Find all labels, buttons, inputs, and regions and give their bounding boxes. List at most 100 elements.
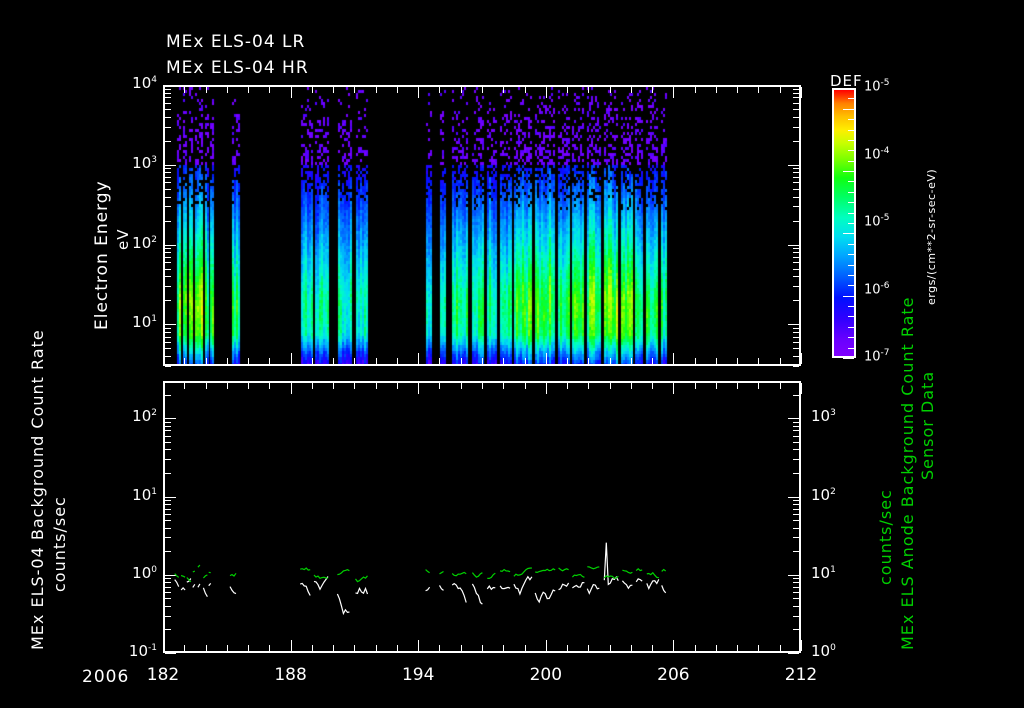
colorbar-tick xyxy=(848,243,854,245)
spectrogram-ytick-right xyxy=(793,126,799,128)
xtick-bottom xyxy=(524,645,526,651)
colorbar-tick xyxy=(848,254,854,256)
xtick-top xyxy=(503,87,505,93)
count-rate-ytick-label-right: 103 xyxy=(811,407,836,426)
xtick-bottom xyxy=(588,358,590,364)
colorbar-tick-label: 10-6 xyxy=(864,280,890,297)
xtick-bottom xyxy=(418,353,420,364)
xtick-bottom xyxy=(737,645,739,651)
colorbar-tick-label: 10-7 xyxy=(864,348,890,365)
plot-title-hr: MEx ELS-04 HR xyxy=(166,58,309,78)
spectrogram-ytick-right xyxy=(793,300,799,302)
colorbar-tick xyxy=(848,347,854,349)
xtick-top xyxy=(375,87,377,93)
spectrogram-ytick-left xyxy=(165,126,171,128)
count-rate-ytick-right xyxy=(793,520,799,522)
count-rate-ytick-right xyxy=(793,441,799,443)
colorbar-units: ergs/(cm**2-sr-sec-eV) xyxy=(925,168,938,305)
xtick-bottom xyxy=(503,645,505,651)
count-rate-ytick-left xyxy=(165,459,171,461)
count-rate-ytick-label-left: 101 xyxy=(132,485,157,504)
xtick-top xyxy=(545,87,547,98)
xtick-bottom xyxy=(694,358,696,364)
count-rate-ytick-left xyxy=(165,473,171,474)
count-rate-ytick-right xyxy=(793,537,799,539)
spectrogram-ytick-label: 101 xyxy=(132,313,157,332)
xtick-top xyxy=(801,383,802,394)
count-rate-yunits-left: counts/sec xyxy=(50,496,69,592)
xtick-bottom xyxy=(715,358,717,364)
spectrogram-ytick-right xyxy=(793,116,799,118)
xtick-bottom xyxy=(290,353,292,364)
xtick-top xyxy=(673,87,675,98)
spectrogram-ytick-right xyxy=(788,324,799,326)
count-rate-ytick-left xyxy=(165,425,171,427)
count-rate-ytick-label-left: 102 xyxy=(132,407,157,426)
xtick-top xyxy=(524,383,526,389)
count-rate-ytick-right xyxy=(788,653,799,654)
xtick-top xyxy=(482,383,483,389)
spectrogram-ytick-left xyxy=(165,336,171,338)
xtick-top xyxy=(396,87,398,93)
xtick-top xyxy=(737,383,739,389)
xtick-top xyxy=(545,383,547,394)
spectrogram-data-area xyxy=(165,87,799,364)
xtick-top xyxy=(375,383,377,389)
spectrogram-ytick-left xyxy=(165,102,171,104)
xtick-top xyxy=(184,383,186,389)
xtick-label: 182 xyxy=(146,665,180,685)
xtick-bottom xyxy=(503,358,505,364)
count-rate-ytick-label-left: 100 xyxy=(132,563,157,582)
xtick-top xyxy=(418,87,420,98)
xtick-bottom xyxy=(673,640,675,651)
count-rate-ytick-label-right: 101 xyxy=(811,563,836,582)
xtick-top xyxy=(673,383,675,394)
spectrogram-ytick-right xyxy=(793,97,799,99)
xtick-bottom xyxy=(248,358,250,364)
xtick-top xyxy=(758,87,760,93)
count-rate-ytick-left xyxy=(165,504,171,506)
xtick-top xyxy=(715,383,717,389)
spectrogram-ytick-left xyxy=(165,366,171,367)
xtick-top xyxy=(439,87,441,93)
colorbar-tick xyxy=(848,306,854,308)
xtick-top xyxy=(163,87,164,98)
count-rate-ylabel-right: MEx ELS Anode Background Count Rate xyxy=(898,296,917,650)
xtick-top xyxy=(567,383,569,389)
xtick-top xyxy=(482,87,483,93)
spectrogram-ytick-left xyxy=(165,252,171,254)
xtick-bottom xyxy=(545,640,547,651)
spectrogram-ytick-right xyxy=(793,88,799,90)
xtick-bottom xyxy=(652,645,654,651)
colorbar-tick xyxy=(848,202,854,204)
xtick-bottom xyxy=(609,358,611,364)
spectrogram-ytick-right xyxy=(788,85,799,86)
xtick-bottom xyxy=(205,645,207,651)
xtick-bottom xyxy=(184,358,186,364)
xtick-top xyxy=(311,87,313,93)
spectrogram-ytick-right xyxy=(793,366,799,367)
spectrogram-ytick-right xyxy=(793,256,799,258)
xaxis-year-label: 2006 xyxy=(82,667,130,687)
xtick-top xyxy=(205,383,207,389)
spectrogram-ytick-right xyxy=(793,356,799,358)
spectrogram-ytick-right xyxy=(793,286,799,288)
spectrogram-ytick-left xyxy=(165,196,171,198)
xtick-label: 188 xyxy=(274,665,307,685)
xtick-top xyxy=(609,87,611,93)
colorbar-tick xyxy=(848,223,854,224)
count-rate-ytick-right xyxy=(793,629,799,631)
xtick-top xyxy=(248,87,250,93)
xtick-bottom xyxy=(652,358,654,364)
spectrogram-ytick-left xyxy=(165,92,171,94)
spectrogram-ytick-left xyxy=(165,341,171,343)
count-rate-ytick-left xyxy=(165,605,171,607)
spectrogram-ytick-label: 103 xyxy=(132,153,157,172)
colorbar-tick xyxy=(843,108,854,110)
count-rate-panel xyxy=(163,381,801,653)
xtick-label: 194 xyxy=(401,665,435,685)
xtick-top xyxy=(779,383,781,389)
spectrogram-ytick-right xyxy=(793,182,799,184)
colorbar-tick xyxy=(848,316,854,318)
